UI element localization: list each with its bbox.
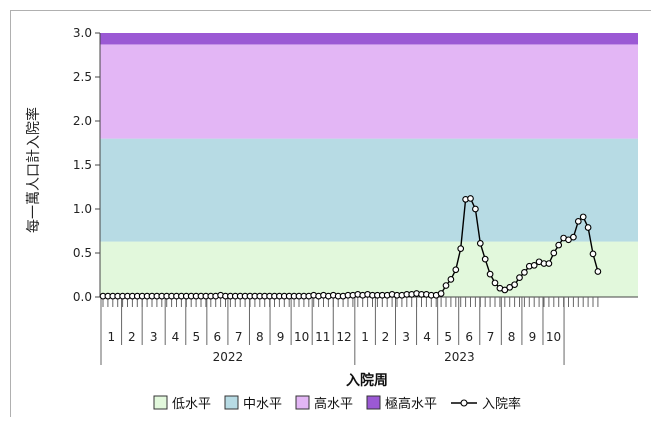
data-point (447, 276, 455, 283)
data-point (565, 236, 572, 244)
data-point (467, 195, 474, 202)
data-point (491, 279, 499, 287)
month-label: 12 (336, 330, 351, 344)
month-label: 3 (150, 330, 158, 344)
data-point (555, 241, 563, 249)
band-1 (100, 241, 638, 297)
month-label: 8 (256, 330, 264, 344)
month-label: 5 (192, 330, 200, 344)
month-label: 4 (423, 330, 431, 344)
legend-label: 低水平 (172, 397, 211, 412)
month-label: 1 (361, 330, 369, 344)
y-tick-label: 1.0 (73, 202, 92, 216)
data-point (589, 250, 597, 258)
legend: 低水平 中水平 高水平 極高水平 入院率 (153, 395, 521, 412)
data-point (570, 233, 577, 241)
legend-label: 高水平 (314, 396, 353, 412)
x-axis-title: 入院周 (346, 372, 388, 389)
data-point (486, 270, 494, 278)
data-point (574, 217, 582, 225)
data-point (452, 266, 460, 274)
background-bands (100, 33, 638, 297)
month-label: 3 (402, 330, 410, 344)
band-3 (100, 44, 638, 139)
y-tick-label: 2.0 (73, 114, 92, 128)
series-points (99, 195, 602, 300)
y-tick-label: 1.5 (73, 158, 92, 172)
data-point (511, 281, 518, 289)
month-label: 2 (128, 330, 136, 344)
month-label: 9 (529, 330, 537, 344)
data-point (579, 213, 587, 221)
data-point (594, 268, 602, 275)
month-label: 5 (444, 330, 452, 344)
y-tick-label: 0.0 (73, 290, 92, 304)
data-point (516, 274, 523, 281)
data-point (457, 245, 465, 252)
month-label: 7 (487, 330, 495, 344)
month-label: 6 (214, 330, 222, 344)
month-label: 7 (235, 330, 243, 344)
y-axis-title: 每一萬人口計入院率 (25, 107, 42, 233)
data-point (506, 283, 514, 291)
data-point (472, 205, 479, 213)
month-label: 11 (315, 330, 330, 344)
chart-frame (10, 10, 651, 417)
year-label: 2023 (444, 350, 475, 364)
band-4 (100, 33, 638, 45)
month-label: 4 (172, 330, 180, 344)
legend-swatch (295, 395, 310, 410)
legend-label: 中水平 (243, 397, 282, 412)
month-label: 9 (277, 330, 285, 344)
year-label: 2022 (213, 350, 244, 364)
axes: 0.00.51.01.52.02.53.01 2 3 4 5 6 7 8 9 10 11 122022… (73, 26, 638, 365)
data-point (584, 224, 592, 231)
data-point (476, 239, 484, 247)
legend-swatch (153, 395, 168, 410)
legend-label: 極高水平 (385, 396, 437, 412)
legend-swatch (224, 395, 239, 410)
y-tick-label: 3.0 (73, 26, 92, 40)
y-tick-label: 2.5 (73, 70, 92, 84)
month-label: 2 (382, 330, 390, 344)
data-point (530, 261, 538, 269)
data-point (501, 286, 509, 294)
month-label: 6 (465, 330, 473, 344)
data-point (437, 290, 445, 297)
y-tick-label: 0.5 (73, 246, 92, 260)
data-point (481, 255, 489, 263)
legend-label: 入院率 (482, 396, 521, 412)
data-point (550, 249, 558, 257)
data-point (521, 269, 528, 276)
month-label: 8 (508, 330, 516, 344)
month-label: 1 (107, 330, 115, 344)
data-point (545, 260, 553, 267)
month-label: 10 (294, 330, 309, 344)
legend-marker (460, 399, 468, 407)
month-label: 10 (546, 330, 561, 344)
legend-swatch (366, 395, 381, 410)
band-2 (100, 138, 638, 242)
data-point (442, 282, 450, 289)
